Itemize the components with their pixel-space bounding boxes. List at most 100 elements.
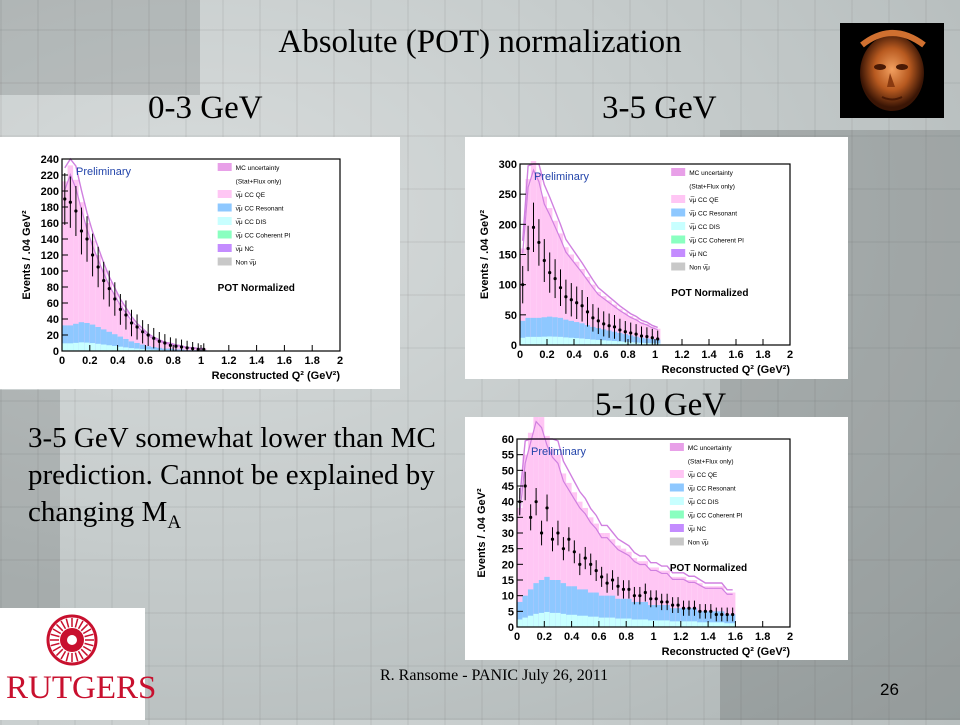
legend-swatch [670, 511, 684, 519]
x-tick-label: 1.8 [305, 355, 320, 367]
legend-label: ν̅μ CC Coherent PI [689, 237, 744, 245]
logo-ray [81, 649, 87, 655]
bar-cc-dis [520, 338, 525, 345]
logo-ray [53, 629, 61, 634]
x-tick-label: 0.8 [619, 631, 634, 643]
legend-swatch [671, 209, 685, 217]
data-point [186, 346, 189, 349]
bar-cc-dis [563, 337, 568, 345]
x-tick-label: 2 [787, 349, 793, 361]
bar-cc-dis [569, 338, 574, 345]
x-tick-label: 0 [514, 631, 520, 643]
data-point [586, 310, 589, 313]
data-point [540, 531, 543, 534]
y-axis-label: Events / .04 GeV² [479, 210, 491, 300]
bar-cc-dis [593, 617, 598, 627]
data-point [85, 237, 88, 240]
data-point [567, 538, 570, 541]
bar-cc-dis [550, 613, 555, 627]
legend-label: ν̅μ CC Coherent PI [688, 512, 743, 520]
logo-ray [51, 643, 60, 645]
data-point [130, 321, 133, 324]
y-tick-label: 200 [499, 219, 517, 231]
x-tick-label: 0.4 [110, 355, 126, 367]
bar-cc-dis [84, 343, 90, 351]
slide-title: Absolute (POT) normalization [0, 24, 960, 61]
bar-cc-dis [579, 338, 584, 345]
logo-ray [83, 629, 91, 634]
data-point [191, 347, 194, 350]
bar-cc-dis [596, 340, 601, 345]
logo-ray [56, 649, 62, 655]
bar-cc-dis [637, 619, 642, 627]
legend-label: ν̅μ CC Resonant [236, 205, 284, 213]
bar-cc-dis [659, 620, 664, 627]
legend-label: ν̅μ NC [236, 245, 254, 253]
x-tick-label: 1.4 [249, 355, 265, 367]
y-tick-label: 300 [499, 159, 517, 171]
data-point [119, 308, 122, 311]
data-point [627, 588, 630, 591]
bar-cc-dis [574, 338, 579, 345]
data-point [564, 295, 567, 298]
bar-cc-dis [68, 343, 74, 351]
x-tick-label: 1.2 [674, 349, 689, 361]
x-tick-label: 1.2 [673, 631, 688, 643]
y-tick-label: 55 [502, 450, 514, 462]
preliminary-label: Preliminary [531, 446, 587, 458]
data-point [74, 209, 77, 212]
data-point [720, 613, 723, 616]
legend-label: ν̅μ CC DIS [236, 218, 267, 226]
y-tick-label: 100 [41, 266, 59, 278]
bar-cc-dis [566, 615, 571, 627]
legend-label: MC uncertainty [688, 445, 732, 452]
data-point [616, 585, 619, 588]
legend-swatch [218, 231, 232, 239]
bar-cc-dis [547, 336, 552, 345]
legend-label: ν̅μ CC DIS [688, 498, 719, 506]
data-point [704, 610, 707, 613]
bar-cc-dis [588, 617, 593, 627]
legend-label: ν̅μ CC DIS [689, 223, 720, 231]
bar-cc-qe [531, 161, 536, 345]
logo-ray [75, 653, 77, 662]
data-point [622, 588, 625, 591]
data-point [726, 613, 729, 616]
bar-cc-dis [643, 619, 648, 627]
pot-normalized-label: POT Normalized [671, 288, 748, 299]
y-tick-label: 220 [41, 170, 59, 182]
y-tick-label: 80 [47, 282, 59, 294]
data-point [124, 313, 127, 316]
data-point [135, 325, 138, 328]
x-tick-label: 0.8 [620, 349, 635, 361]
data-point [97, 265, 100, 268]
y-tick-label: 250 [499, 189, 517, 201]
legend-swatch [671, 249, 685, 257]
y-tick-label: 20 [47, 330, 59, 342]
legend-label: ν̅μ NC [689, 250, 707, 258]
bar-cc-dis [601, 340, 606, 345]
bar-cc-dis [686, 621, 691, 627]
legend-swatch [218, 190, 232, 198]
bar-cc-dis [590, 340, 595, 345]
data-point [600, 575, 603, 578]
legend-swatch [670, 470, 684, 478]
bar-cc-dis [615, 619, 620, 627]
legend-swatch [671, 168, 685, 176]
legend-swatch [671, 236, 685, 244]
data-point [595, 569, 598, 572]
data-point [611, 578, 614, 581]
bar-cc-dis [522, 618, 527, 627]
range-label-0-3: 0-3 GeV [148, 90, 263, 127]
bar-cc-dis [697, 622, 702, 627]
logo-ray [56, 624, 62, 630]
logo-ray [79, 651, 84, 659]
legend-swatch [670, 524, 684, 532]
x-tick-label: 0 [517, 349, 523, 361]
slide-footer: R. Ransome - PANIC July 26, 2011 [380, 667, 608, 685]
legend-swatch [670, 538, 684, 546]
bar-cc-dis [533, 614, 538, 627]
data-point [666, 600, 669, 603]
bar-cc-dis [525, 337, 530, 345]
x-tick-label: 0.8 [166, 355, 181, 367]
